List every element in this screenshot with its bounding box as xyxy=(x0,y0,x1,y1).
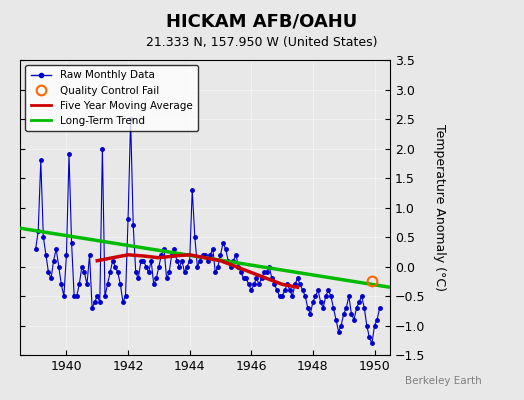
Text: Berkeley Earth: Berkeley Earth xyxy=(406,376,482,386)
Text: 21.333 N, 157.950 W (United States): 21.333 N, 157.950 W (United States) xyxy=(146,36,378,49)
Legend: Raw Monthly Data, Quality Control Fail, Five Year Moving Average, Long-Term Tren: Raw Monthly Data, Quality Control Fail, … xyxy=(26,65,198,131)
Text: HICKAM AFB/OAHU: HICKAM AFB/OAHU xyxy=(167,12,357,30)
Y-axis label: Temperature Anomaly (°C): Temperature Anomaly (°C) xyxy=(433,124,446,291)
